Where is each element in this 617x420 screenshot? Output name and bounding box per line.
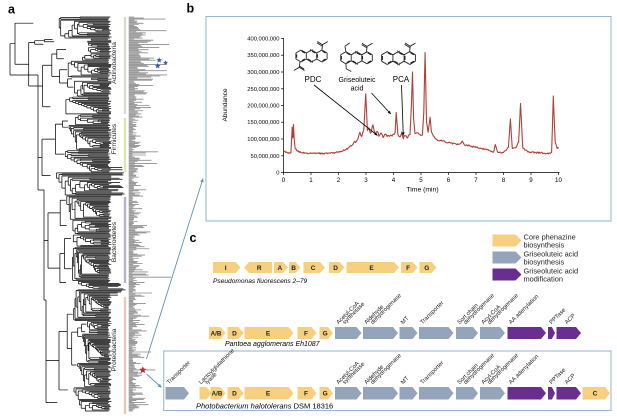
svg-text:Griseoluteic acid: Griseoluteic acid (524, 266, 579, 275)
svg-text:biosynthesis: biosynthesis (524, 258, 565, 267)
svg-text:Firmicutes: Firmicutes (111, 123, 118, 154)
svg-text:6: 6 (447, 177, 451, 184)
svg-text:c: c (190, 231, 197, 245)
svg-text:D: D (333, 265, 338, 272)
svg-text:E: E (369, 265, 374, 272)
svg-text:N: N (310, 48, 313, 53)
svg-text:N: N (355, 61, 358, 66)
svg-text:Transporter: Transporter (420, 300, 446, 326)
svg-text:G: G (424, 265, 429, 272)
svg-text:ACP: ACP (564, 313, 577, 326)
svg-text:Bacteroidetes: Bacteroidetes (111, 221, 118, 262)
svg-text:3: 3 (364, 177, 368, 184)
svg-text:300,000,000: 300,000,000 (247, 70, 279, 76)
svg-text:E: E (266, 330, 271, 337)
svg-text:N: N (397, 62, 400, 67)
svg-text:0: 0 (282, 177, 286, 184)
svg-text:R: R (257, 265, 262, 272)
svg-text:E: E (266, 390, 271, 397)
svg-text:A/B: A/B (211, 330, 222, 337)
svg-text:ACP: ACP (564, 373, 577, 386)
svg-text:Proteobacteria: Proteobacteria (111, 328, 118, 371)
svg-text:2: 2 (337, 177, 341, 184)
svg-text:MT: MT (400, 375, 411, 386)
svg-text:D: D (232, 330, 237, 337)
svg-text:150,000,000: 150,000,000 (247, 120, 279, 126)
svg-text:1: 1 (309, 177, 313, 184)
svg-text:D: D (232, 390, 237, 397)
svg-text:PCA: PCA (393, 75, 410, 84)
svg-text:350,000,000: 350,000,000 (247, 53, 279, 59)
svg-text:7: 7 (474, 177, 478, 184)
svg-text:8: 8 (502, 177, 506, 184)
svg-text:N: N (397, 50, 400, 55)
svg-text:Core phenazine: Core phenazine (524, 232, 576, 241)
svg-text:Lactoylglutathione: Lactoylglutathione (198, 348, 236, 386)
svg-text:I: I (225, 265, 227, 272)
svg-text:Abundance: Abundance (222, 88, 229, 121)
svg-text:5: 5 (419, 177, 423, 184)
svg-text:Griseoluteic: Griseoluteic (339, 77, 376, 84)
svg-text:G: G (323, 330, 328, 337)
svg-text:B: B (291, 265, 296, 272)
svg-text:Pseudomonas fluorescens 2–79: Pseudomonas fluorescens 2–79 (213, 278, 308, 285)
svg-text:10: 10 (555, 177, 562, 184)
svg-text:9: 9 (529, 177, 533, 184)
svg-text:A: A (277, 265, 282, 272)
svg-text:biosynthesis: biosynthesis (524, 241, 565, 250)
svg-text:C: C (311, 265, 316, 272)
svg-text:Actinobacteria: Actinobacteria (111, 42, 118, 84)
svg-text:0: 0 (276, 171, 279, 177)
svg-text:250,000,000: 250,000,000 (247, 87, 279, 93)
svg-text:Griseoluteic acid: Griseoluteic acid (524, 249, 579, 258)
svg-text:MT: MT (400, 315, 411, 326)
svg-text:Photobacterium halotolerans DS: Photobacterium halotolerans DSM 18316 (196, 402, 333, 411)
svg-text:a: a (8, 3, 16, 17)
svg-text:4: 4 (392, 177, 396, 184)
svg-text:A/B: A/B (212, 390, 223, 397)
svg-text:N: N (355, 50, 358, 55)
svg-text:50,000,000: 50,000,000 (250, 154, 279, 160)
svg-text:N: N (310, 59, 313, 64)
svg-text:F: F (406, 265, 410, 272)
svg-text:PDC: PDC (305, 75, 322, 84)
svg-text:modification: modification (524, 275, 563, 284)
svg-text:Time (min): Time (min) (406, 187, 438, 194)
svg-text:C: C (593, 390, 598, 397)
svg-text:b: b (187, 2, 195, 16)
svg-text:Pantoea agglomerans Eh1087: Pantoea agglomerans Eh1087 (225, 341, 321, 348)
svg-text:Transporter: Transporter (420, 360, 446, 386)
svg-text:200,000,000: 200,000,000 (247, 104, 279, 110)
svg-text:F: F (304, 390, 308, 397)
svg-text:G: G (323, 390, 328, 397)
svg-text:Transporter: Transporter (166, 360, 192, 386)
svg-text:400,000,000: 400,000,000 (247, 37, 279, 43)
svg-text:acid: acid (351, 86, 364, 93)
svg-text:100,000,000: 100,000,000 (247, 137, 279, 143)
svg-text:F: F (304, 330, 308, 337)
